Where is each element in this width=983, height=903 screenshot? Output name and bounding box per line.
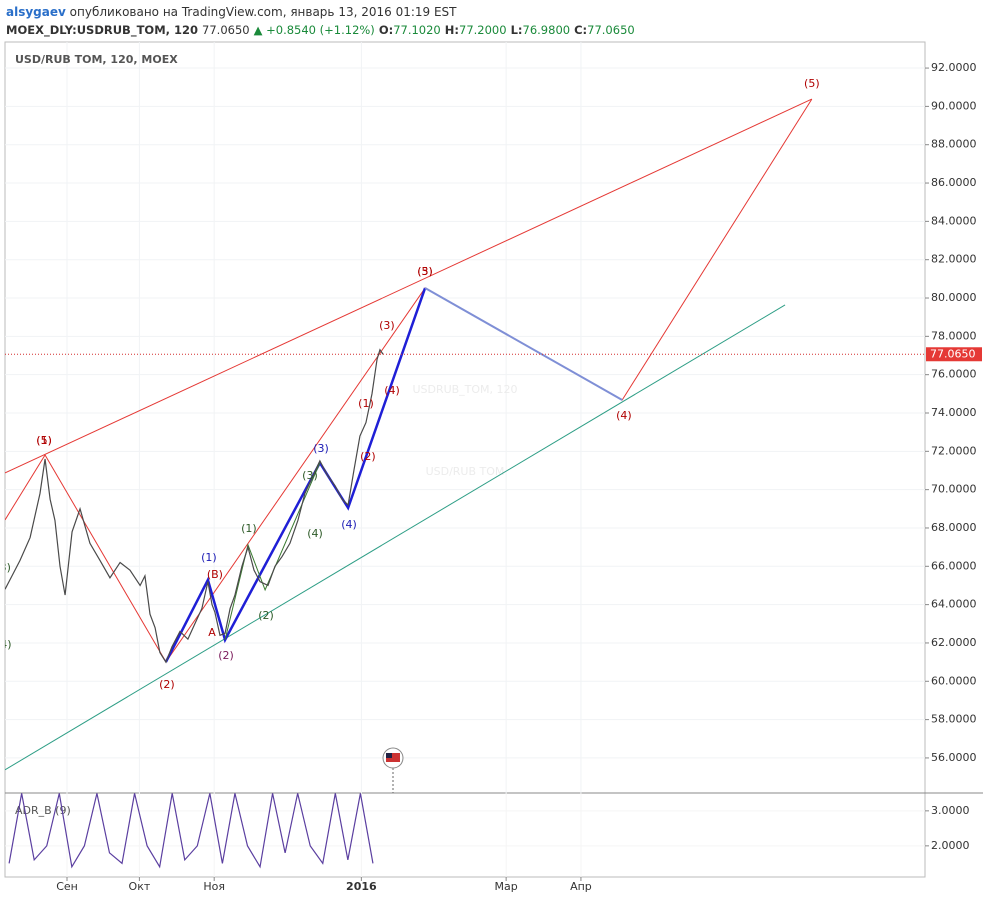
- change: ▲ +0.8540 (+1.12%): [253, 23, 375, 37]
- user[interactable]: alsygaev: [6, 5, 66, 19]
- wave-label: (1): [36, 434, 52, 447]
- x-tick-label: Мар: [495, 880, 518, 893]
- wave-label: (B): [207, 568, 223, 581]
- wave-label: (4): [0, 638, 12, 651]
- wave-label: (5): [417, 265, 433, 278]
- drawing-line: [5, 98, 813, 474]
- y-tick-label: 62.0000: [931, 636, 977, 649]
- y-tick-label: 78.0000: [931, 329, 977, 342]
- price-line: [5, 348, 384, 664]
- indicator-pane: ADR_B (9): [5, 793, 925, 877]
- y-tick-label: 90.0000: [931, 99, 977, 112]
- event-flag: [382, 747, 404, 793]
- y-tick-label: 58.0000: [931, 713, 977, 726]
- header-line: alsygaev опубликовано на TradingView.com…: [6, 3, 635, 21]
- x-tick-label: Ноя: [203, 880, 225, 893]
- wave-label: (4): [341, 518, 357, 531]
- pane-border: [4, 41, 926, 878]
- y-tick-label: 92.0000: [931, 61, 977, 74]
- last-price-label: 77.0650: [930, 347, 976, 360]
- axes: 56.0000 58.0000 60.0000 62.0000 64.0000 66.00…: [56, 61, 982, 893]
- y-tick-label: 72.0000: [931, 444, 977, 457]
- watermark: USDRUB_TOM, 120: [412, 383, 517, 396]
- drawing-line: [424, 287, 623, 401]
- header: alsygaev опубликовано на TradingView.com…: [6, 3, 635, 39]
- ohlc-value: 77.2000: [459, 23, 507, 37]
- watermark-sub: USD/RUB TOM: [426, 465, 505, 478]
- y-tick-label: 3.0000: [931, 804, 970, 817]
- wave-label: (2): [159, 678, 175, 691]
- pane-title: USD/RUB TOM, 120, MOEX: [15, 53, 178, 66]
- ohlc-key: C:: [574, 23, 588, 37]
- wave-label: (3): [313, 442, 329, 455]
- drawing-line: [164, 287, 427, 663]
- published: опубликовано на TradingView.com, январь …: [69, 5, 457, 19]
- wave-label: (5): [804, 77, 820, 90]
- wave-label: (3): [379, 319, 395, 332]
- drawing-line: [224, 462, 321, 641]
- ohlc-key: H:: [444, 23, 459, 37]
- y-tick-label: 84.0000: [931, 214, 977, 227]
- wave-label: (5): [36, 434, 52, 447]
- ohlc-value: 77.0650: [587, 23, 635, 37]
- y-tick-label: 76.0000: [931, 368, 977, 381]
- y-tick-label: 74.0000: [931, 406, 977, 419]
- wave-label: (2): [258, 609, 274, 622]
- ohlc-value: 77.1020: [393, 23, 441, 37]
- ohlc-key: O:: [378, 23, 394, 37]
- x-tick-label: Сен: [56, 880, 78, 893]
- symbol: MOEX_DLY:USDRUB_TOM, 120: [6, 23, 199, 37]
- y-tick-label: 66.0000: [931, 559, 977, 572]
- y-tick-label: 70.0000: [931, 483, 977, 496]
- drawing-line: [5, 98, 813, 663]
- wave-label: (2): [360, 450, 376, 463]
- x-tick-label: Апр: [570, 880, 592, 893]
- wave-label: (4): [307, 527, 323, 540]
- x-tick-label: Окт: [129, 880, 151, 893]
- wave-label: A: [208, 626, 216, 639]
- y-tick-label: 2.0000: [931, 839, 970, 852]
- wave-label: (3): [0, 561, 11, 574]
- drawing-line: [5, 304, 786, 771]
- main-pane: USDRUB_TOM, 120 USD/RUB TOM USD/RUB TOM, 1…: [0, 42, 925, 793]
- wave-label: (3): [302, 469, 318, 482]
- y-tick-label: 86.0000: [931, 176, 977, 189]
- symbol-line: MOEX_DLY:USDRUB_TOM, 120 77.0650 ▲ +0.85…: [6, 21, 635, 39]
- y-tick-label: 68.0000: [931, 521, 977, 534]
- x-tick-label: 2016: [346, 880, 377, 893]
- ohlc-key: L:: [510, 23, 523, 37]
- price-line: [8, 793, 374, 869]
- wave-label: (3): [417, 265, 433, 278]
- wave-label: (1): [201, 551, 217, 564]
- last: 77.0650: [202, 23, 250, 37]
- y-tick-label: 82.0000: [931, 253, 977, 266]
- pane-title: ADR_B (9): [15, 804, 71, 817]
- last-price-box: [926, 347, 982, 362]
- wave-label: (1): [241, 522, 257, 535]
- y-tick-label: 56.0000: [931, 751, 977, 764]
- wave-label: (4): [616, 409, 632, 422]
- wave-label: (2): [218, 649, 234, 662]
- wave-label: (4): [384, 384, 400, 397]
- y-tick-label: 88.0000: [931, 138, 977, 151]
- y-tick-label: 80.0000: [931, 291, 977, 304]
- y-tick-label: 60.0000: [931, 674, 977, 687]
- wave-label: (1): [358, 397, 374, 410]
- y-tick-label: 64.0000: [931, 598, 977, 611]
- ohlc-value: 76.9800: [522, 23, 571, 37]
